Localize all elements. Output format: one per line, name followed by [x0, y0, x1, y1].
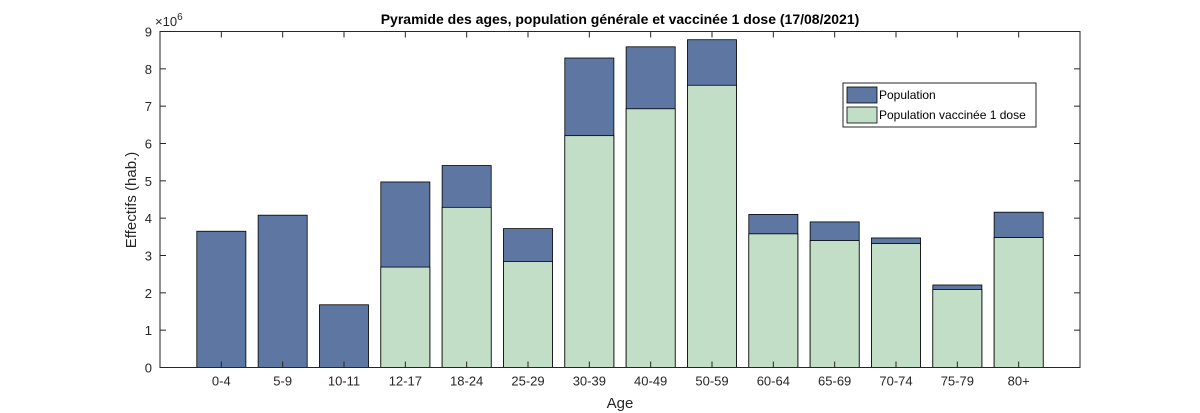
- bar-vaccinated-70-74: [871, 243, 921, 368]
- bar-vaccinated-80+: [993, 237, 1044, 368]
- bar-vaccinated-50-59: [687, 84, 737, 368]
- legend-label: Population: [879, 88, 936, 102]
- chart-title: Pyramide des ages, population générale e…: [381, 11, 860, 27]
- bar-vaccinated-30-39: [564, 135, 615, 368]
- y-tick-label: 4: [145, 211, 152, 226]
- y-tick-label: 2: [145, 286, 152, 301]
- bar-population-0-4: [196, 230, 247, 368]
- y-tick-label: 8: [145, 62, 152, 77]
- bar-population-5-9: [257, 214, 308, 368]
- y-tick-label: 9: [145, 25, 152, 40]
- x-tick-label: 70-74: [879, 374, 912, 389]
- bar-vaccinated-12-17: [380, 266, 431, 368]
- bar-vaccinated-75-79: [932, 289, 983, 368]
- bar-vaccinated-25-29: [503, 261, 553, 368]
- legend-swatch: [846, 106, 878, 124]
- bar-vaccinated-60-64: [748, 233, 799, 368]
- y-tick-label: 0: [145, 361, 152, 376]
- x-tick-label: 50-59: [695, 374, 728, 389]
- x-tick-label: 40-49: [634, 374, 667, 389]
- x-tick-label: 18-24: [450, 374, 483, 389]
- x-tick-label: 0-4: [212, 374, 231, 389]
- plot-frame: [159, 31, 1081, 368]
- y-axis-ticks: 0 1 2 3 4 5 6 7 8 9: [145, 25, 1080, 376]
- bar-population-10-11: [319, 304, 369, 368]
- bar-vaccinated-40-49: [625, 108, 676, 368]
- x-tick-label: 10-11: [328, 374, 360, 389]
- y-exponent: ×106: [155, 12, 183, 29]
- y-tick-label: 3: [145, 249, 152, 264]
- x-axis-ticks: 0-4 5-9 10-11 12-17 18-24 25-29 30-39 40-49 50-5…: [212, 31, 1030, 389]
- x-tick-label: 75-79: [941, 374, 974, 389]
- y-tick-label: 1: [145, 323, 152, 338]
- legend-label: Population vaccinée 1 dose: [879, 108, 1026, 122]
- y-tick-label: 6: [145, 137, 152, 152]
- y-tick-label: 7: [145, 99, 152, 114]
- y-tick-label: 5: [145, 174, 152, 189]
- bar-vaccinated-18-24: [441, 206, 492, 368]
- bar-vaccinated-65-69: [809, 240, 860, 368]
- x-tick-label: 25-29: [511, 374, 544, 389]
- x-axis-label: Age: [607, 395, 634, 412]
- legend: Population Population vaccinée 1 dose: [842, 82, 1037, 128]
- x-tick-label: 65-69: [818, 374, 851, 389]
- x-tick-label: 80+: [1008, 374, 1030, 389]
- y-axis-label: Effectifs (hab.): [123, 152, 140, 248]
- x-tick-label: 5-9: [273, 374, 292, 389]
- x-tick-label: 60-64: [757, 374, 790, 389]
- x-tick-label: 30-39: [573, 374, 606, 389]
- bars-group: [196, 39, 1044, 368]
- legend-swatch: [846, 86, 878, 104]
- x-tick-label: 12-17: [389, 374, 422, 389]
